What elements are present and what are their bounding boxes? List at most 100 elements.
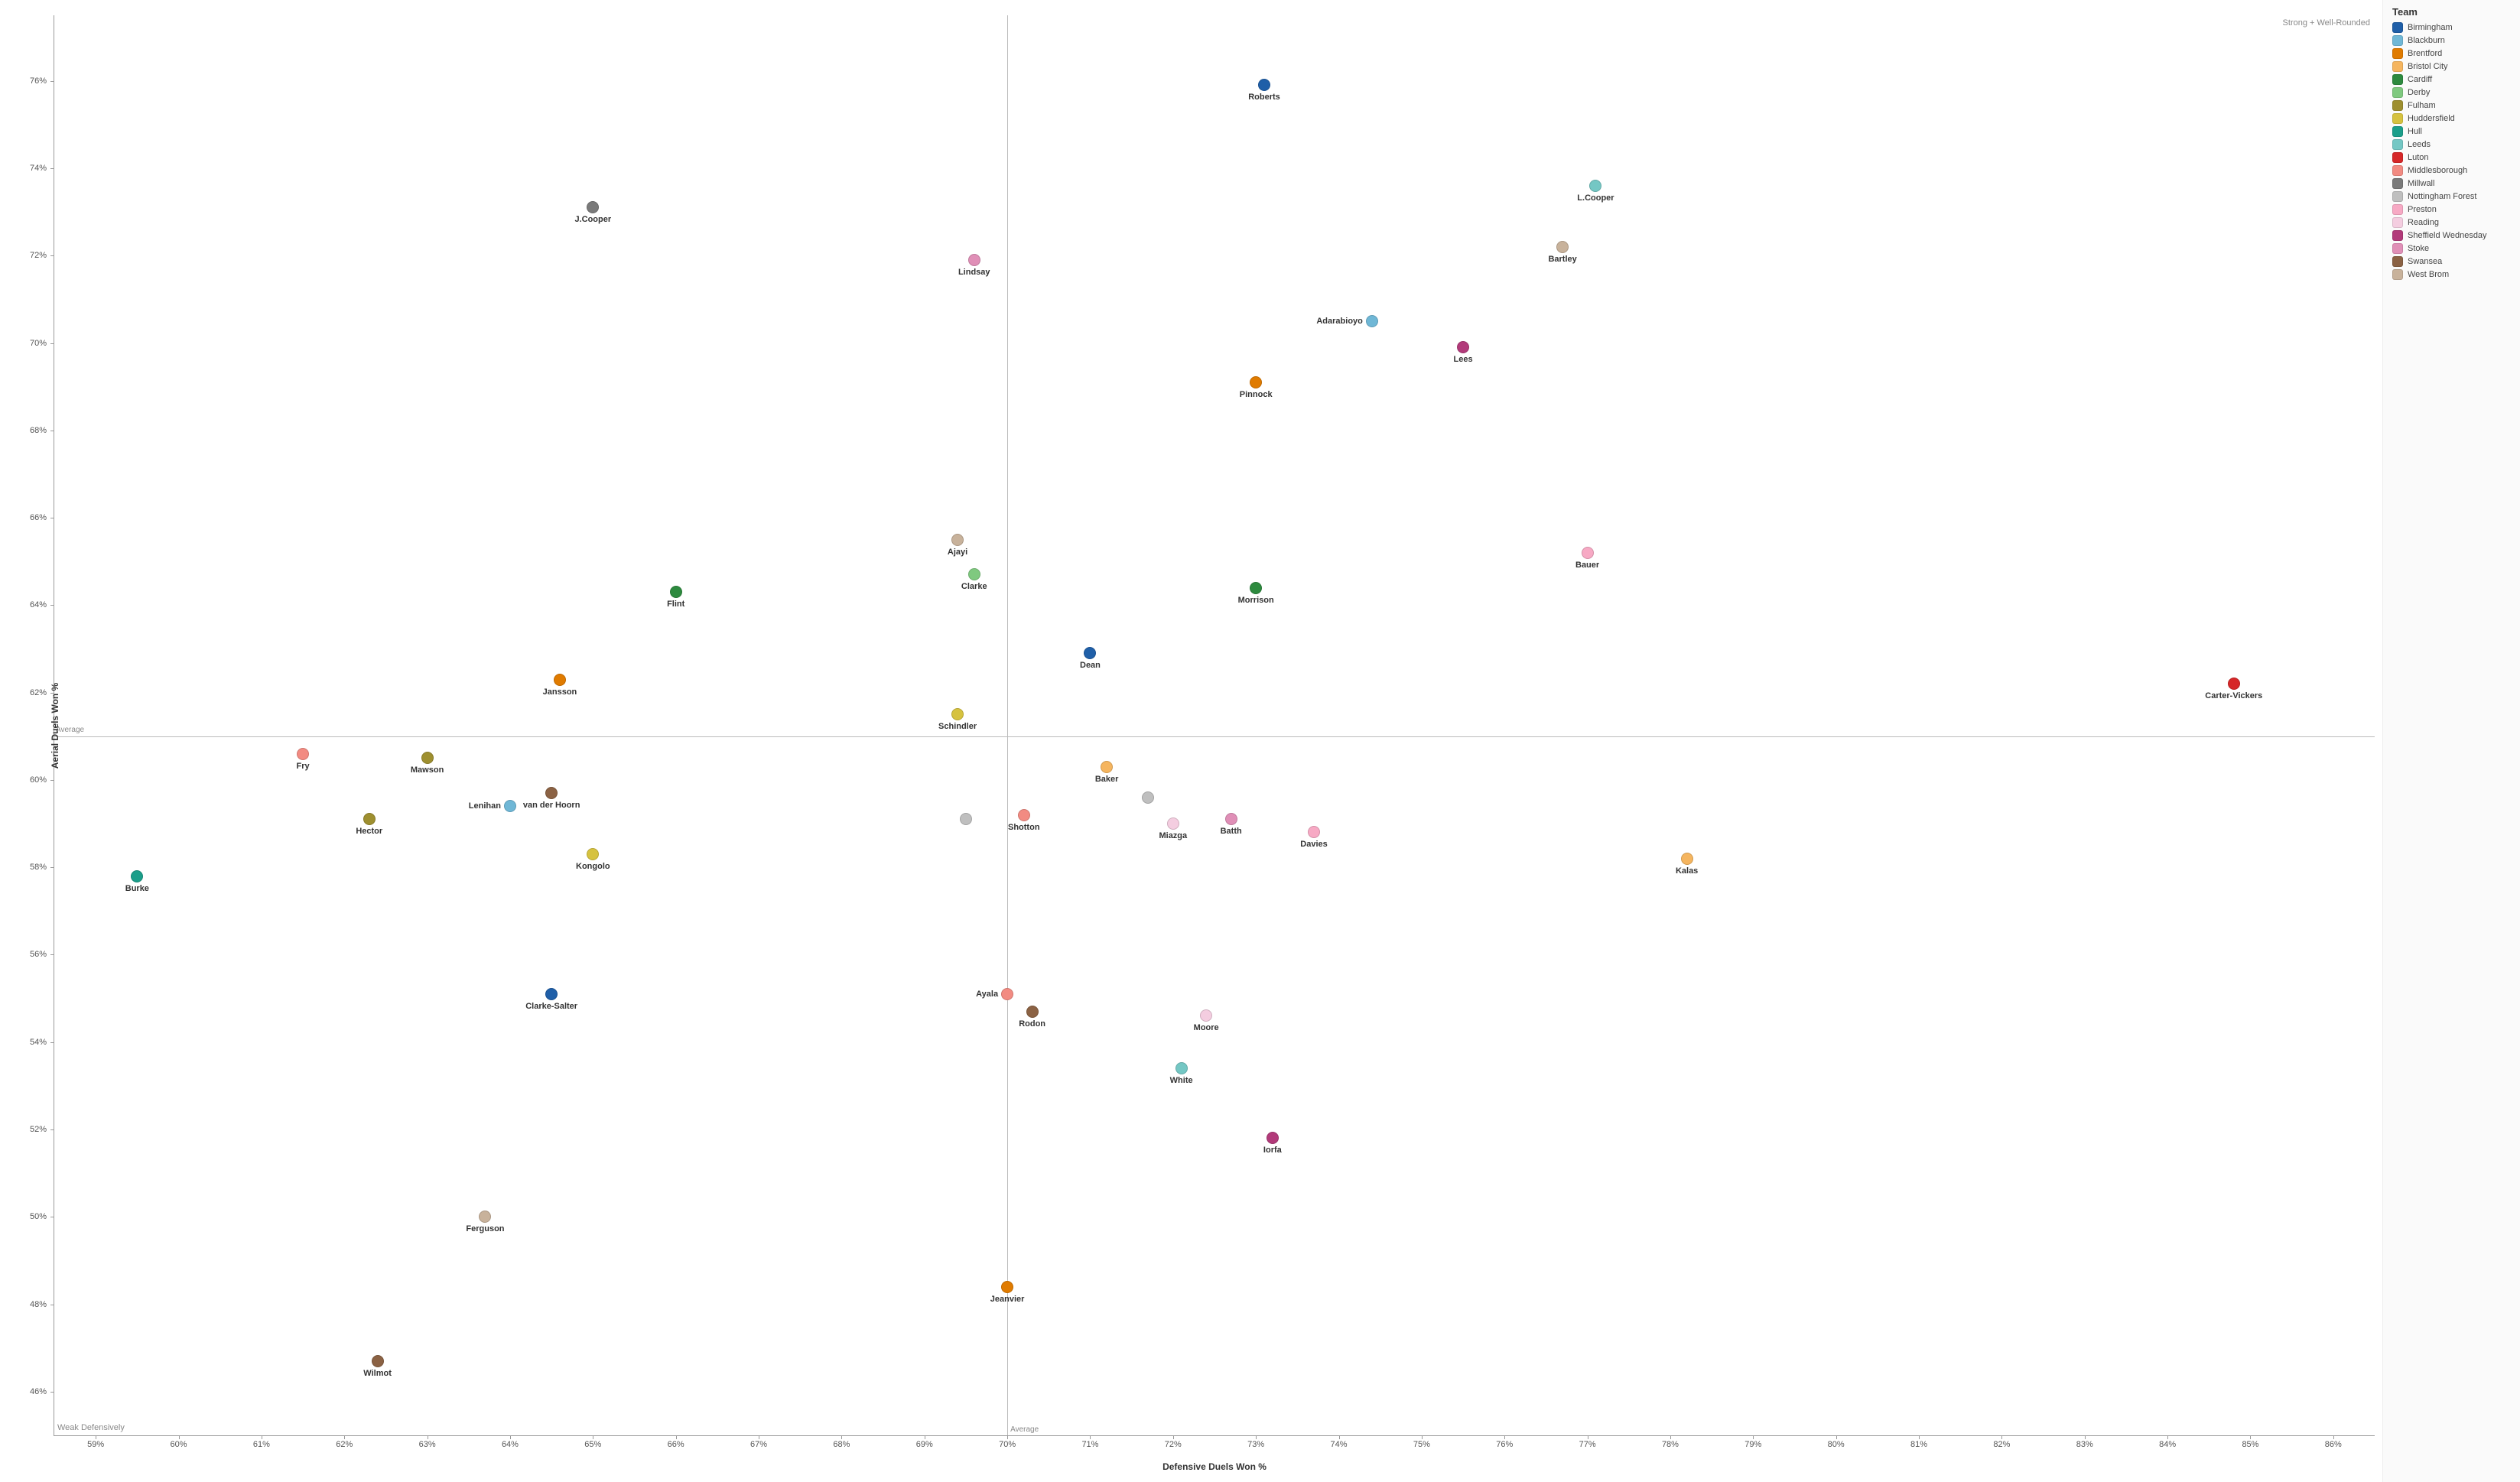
legend-item[interactable]: Luton xyxy=(2392,152,2511,163)
legend-swatch xyxy=(2392,256,2403,267)
scatter-point[interactable] xyxy=(554,674,566,686)
scatter-point[interactable] xyxy=(670,586,682,598)
x-tick-label: 83% xyxy=(2076,1440,2093,1449)
scatter-point[interactable] xyxy=(1101,761,1113,773)
legend-item[interactable]: Stoke xyxy=(2392,243,2511,254)
x-tick-label: 61% xyxy=(253,1440,270,1449)
x-tick-label: 85% xyxy=(2242,1440,2258,1449)
scatter-point[interactable] xyxy=(297,748,309,760)
x-tick-label: 86% xyxy=(2325,1440,2342,1449)
scatter-point[interactable] xyxy=(1084,647,1096,659)
scatter-point[interactable] xyxy=(1556,241,1569,253)
legend-item[interactable]: Middlesborough xyxy=(2392,165,2511,176)
x-tick-mark xyxy=(1256,1435,1257,1439)
x-tick-label: 71% xyxy=(1081,1440,1098,1449)
legend-label: Brentford xyxy=(2408,49,2442,58)
legend-item[interactable]: West Brom xyxy=(2392,269,2511,280)
scatter-point[interactable] xyxy=(1026,1006,1039,1018)
legend-label: West Brom xyxy=(2408,270,2449,279)
scatter-point[interactable] xyxy=(1167,817,1179,830)
legend-item[interactable]: Bristol City xyxy=(2392,61,2511,72)
scatter-point-label: Iorfa xyxy=(1263,1146,1282,1155)
scatter-point[interactable] xyxy=(1250,376,1262,388)
x-tick-label: 80% xyxy=(1828,1440,1845,1449)
x-tick-mark xyxy=(2333,1435,2334,1439)
scatter-point[interactable] xyxy=(951,534,964,546)
x-tick-mark xyxy=(1919,1435,1920,1439)
legend-label: Hull xyxy=(2408,127,2422,136)
scatter-point[interactable] xyxy=(479,1211,491,1223)
scatter-point[interactable] xyxy=(1308,826,1320,838)
scatter-point[interactable] xyxy=(2228,678,2240,690)
scatter-point[interactable] xyxy=(1001,1281,1013,1293)
scatter-point-label: Hector xyxy=(356,827,382,836)
scatter-point[interactable] xyxy=(363,813,376,825)
scatter-point[interactable] xyxy=(1589,180,1601,192)
scatter-point[interactable] xyxy=(587,201,599,213)
legend-label: Nottingham Forest xyxy=(2408,192,2476,201)
legend-item[interactable]: Fulham xyxy=(2392,100,2511,111)
legend-item[interactable]: Preston xyxy=(2392,204,2511,215)
legend-item[interactable]: Blackburn xyxy=(2392,35,2511,46)
scatter-point[interactable] xyxy=(968,254,980,266)
scatter-point[interactable] xyxy=(131,870,143,882)
legend-label: Middlesborough xyxy=(2408,166,2467,175)
y-tick-mark xyxy=(50,255,54,256)
scatter-point-label: Schindler xyxy=(938,722,977,731)
scatter-point[interactable] xyxy=(951,708,964,720)
plot-area: AverageAverageStrong + Well-RoundedWeak … xyxy=(54,15,2375,1435)
legend-item[interactable]: Swansea xyxy=(2392,256,2511,267)
legend-item[interactable]: Reading xyxy=(2392,217,2511,228)
y-tick-mark xyxy=(50,693,54,694)
legend-item[interactable]: Leeds xyxy=(2392,139,2511,150)
scatter-point[interactable] xyxy=(1582,547,1594,559)
legend-swatch xyxy=(2392,269,2403,280)
legend-swatch xyxy=(2392,243,2403,254)
x-tick-mark xyxy=(1173,1435,1174,1439)
y-tick-label: 66% xyxy=(30,513,47,522)
legend-swatch xyxy=(2392,61,2403,72)
scatter-point[interactable] xyxy=(1267,1132,1279,1144)
legend-item[interactable]: Birmingham xyxy=(2392,22,2511,33)
scatter-point[interactable] xyxy=(421,752,434,764)
scatter-point[interactable] xyxy=(1225,813,1237,825)
scatter-point-label: Roberts xyxy=(1248,93,1280,102)
x-tick-label: 63% xyxy=(419,1440,436,1449)
legend-item[interactable]: Millwall xyxy=(2392,178,2511,189)
scatter-point[interactable] xyxy=(1018,809,1030,821)
scatter-point[interactable] xyxy=(372,1355,384,1367)
legend-item[interactable]: Hull xyxy=(2392,126,2511,137)
legend-item[interactable]: Derby xyxy=(2392,87,2511,98)
scatter-point[interactable] xyxy=(1142,791,1154,804)
scatter-point-label: Clarke xyxy=(961,582,987,591)
scatter-point-label: Morrison xyxy=(1238,596,1274,605)
scatter-point[interactable] xyxy=(1250,582,1262,594)
scatter-point[interactable] xyxy=(1175,1062,1188,1074)
scatter-point[interactable] xyxy=(545,787,558,799)
legend-item[interactable]: Cardiff xyxy=(2392,74,2511,85)
scatter-point[interactable] xyxy=(1258,79,1270,91)
scatter-point[interactable] xyxy=(504,800,516,812)
legend-item[interactable]: Nottingham Forest xyxy=(2392,191,2511,202)
scatter-point[interactable] xyxy=(1457,341,1469,353)
legend-item[interactable]: Brentford xyxy=(2392,48,2511,59)
scatter-point[interactable] xyxy=(545,988,558,1000)
x-tick-label: 62% xyxy=(336,1440,353,1449)
scatter-point[interactable] xyxy=(1681,853,1693,865)
y-tick-mark xyxy=(50,780,54,781)
scatter-point-label: Burke xyxy=(125,884,149,893)
scatter-point[interactable] xyxy=(1001,988,1013,1000)
scatter-point-label: Bauer xyxy=(1575,561,1599,570)
legend-item[interactable]: Huddersfield xyxy=(2392,113,2511,124)
scatter-point-label: Kongolo xyxy=(576,862,610,871)
scatter-point[interactable] xyxy=(1200,1009,1212,1022)
scatter-point[interactable] xyxy=(1366,315,1378,327)
y-axis-title: Aerial Duels Won % xyxy=(50,682,60,768)
scatter-point[interactable] xyxy=(960,813,972,825)
scatter-point[interactable] xyxy=(587,848,599,860)
legend-item[interactable]: Sheffield Wednesday xyxy=(2392,230,2511,241)
x-tick-label: 76% xyxy=(1496,1440,1513,1449)
scatter-point[interactable] xyxy=(968,568,980,580)
quadrant-label-top-right: Strong + Well-Rounded xyxy=(2283,18,2370,28)
x-tick-mark xyxy=(676,1435,677,1439)
